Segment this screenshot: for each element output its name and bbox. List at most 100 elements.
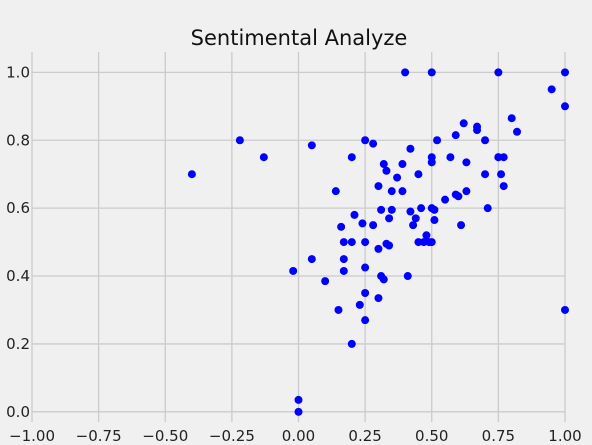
data-point <box>459 119 468 128</box>
chart-title: Sentimental Analyze <box>191 26 408 50</box>
data-point <box>385 241 394 250</box>
x-tick-label: −0.75 <box>76 427 122 445</box>
data-point <box>334 305 343 314</box>
data-point <box>462 158 471 167</box>
x-gridlines <box>31 52 566 422</box>
data-point <box>387 187 396 196</box>
data-point <box>483 204 492 213</box>
data-point <box>454 192 463 201</box>
data-point <box>361 263 370 272</box>
data-point <box>361 289 370 298</box>
data-point <box>403 272 412 281</box>
data-point <box>382 166 391 175</box>
data-point <box>427 153 436 162</box>
y-tick-label: 1.0 <box>6 63 30 81</box>
y-tick-labels: 0.0 0.2 0.4 0.6 0.8 1.0 <box>6 63 30 420</box>
data-point <box>361 238 370 247</box>
data-point <box>347 339 356 348</box>
data-point <box>430 216 439 225</box>
x-tick-label: 0.25 <box>348 427 381 445</box>
data-point <box>374 294 383 303</box>
x-tick-label: 0.50 <box>415 427 448 445</box>
data-point <box>294 395 303 404</box>
data-point <box>398 160 407 169</box>
data-point <box>347 153 356 162</box>
data-point <box>393 173 402 182</box>
data-points <box>187 68 569 416</box>
data-point <box>441 195 450 204</box>
data-point <box>507 114 516 123</box>
data-point <box>321 277 330 286</box>
data-point <box>409 221 418 230</box>
data-point <box>451 131 460 140</box>
data-point <box>427 68 436 77</box>
y-tick-label: 0.4 <box>6 267 30 285</box>
data-point <box>294 407 303 416</box>
y-gridlines <box>32 71 565 413</box>
data-point <box>417 204 426 213</box>
y-tick-label: 0.6 <box>6 199 30 217</box>
data-point <box>430 205 439 214</box>
data-point <box>427 238 436 247</box>
data-point <box>494 68 503 77</box>
data-point <box>379 160 388 169</box>
y-tick-label: 0.0 <box>6 403 30 421</box>
y-tick-label: 0.2 <box>6 335 30 353</box>
data-point <box>561 305 569 314</box>
data-point <box>406 144 415 153</box>
data-point <box>339 266 348 275</box>
data-point <box>331 187 340 196</box>
data-point <box>462 187 471 196</box>
x-tick-label: 0.75 <box>482 427 515 445</box>
y-tick-label: 0.8 <box>6 131 30 149</box>
data-point <box>350 210 359 219</box>
data-point <box>398 187 407 196</box>
data-point <box>401 68 410 77</box>
data-point <box>446 153 455 162</box>
x-tick-label: −0.50 <box>142 427 188 445</box>
data-point <box>377 205 386 214</box>
x-tick-label: 1.00 <box>548 427 581 445</box>
data-point <box>337 222 346 231</box>
data-point <box>289 266 298 275</box>
data-point <box>494 153 503 162</box>
data-point <box>473 126 482 135</box>
data-point <box>499 182 508 191</box>
x-tick-label: −0.25 <box>209 427 255 445</box>
data-point <box>547 85 556 94</box>
data-point <box>361 316 370 325</box>
data-point <box>411 214 420 223</box>
data-point <box>347 238 356 247</box>
data-point <box>355 300 364 309</box>
data-point <box>235 136 244 145</box>
x-tick-labels: −1.00 −0.75 −0.50 −0.25 0.00 0.25 0.50 0.75 1.00 <box>9 427 582 445</box>
data-point <box>307 255 316 264</box>
data-point <box>361 136 370 145</box>
data-point <box>561 102 569 111</box>
data-point <box>513 127 522 136</box>
data-point <box>481 170 490 179</box>
data-point <box>259 153 268 162</box>
data-point <box>374 244 383 253</box>
data-point <box>387 205 396 214</box>
data-point <box>561 68 569 77</box>
data-point <box>457 221 466 230</box>
data-point <box>369 139 378 148</box>
data-point <box>187 170 196 179</box>
data-point <box>481 136 490 145</box>
data-point <box>307 141 316 150</box>
data-point <box>406 207 415 216</box>
data-point <box>369 221 378 230</box>
data-point <box>377 272 386 281</box>
data-point <box>358 219 367 228</box>
data-point <box>414 170 423 179</box>
data-point <box>385 214 394 223</box>
data-point <box>339 238 348 247</box>
data-point <box>339 255 348 264</box>
data-point <box>497 170 506 179</box>
data-point <box>422 231 431 240</box>
data-point <box>374 182 383 191</box>
data-point <box>433 136 442 145</box>
